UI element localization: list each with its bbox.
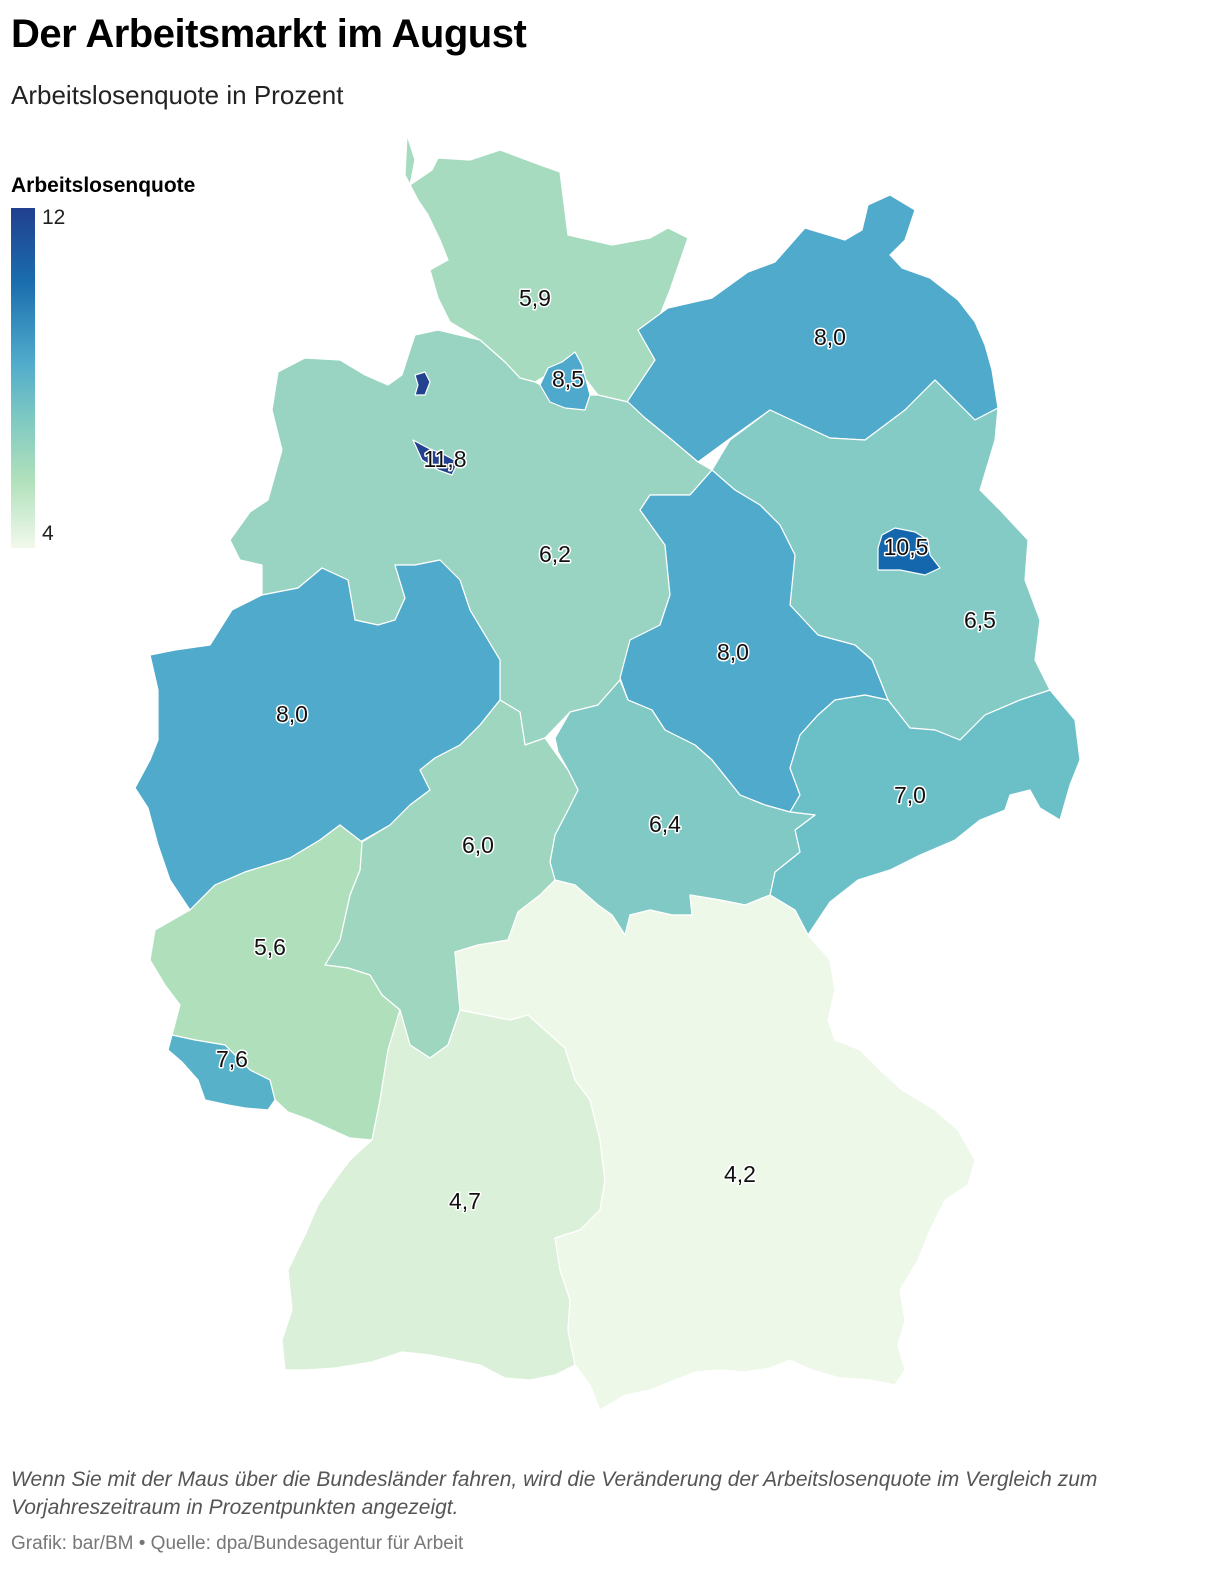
legend-title: Arbeitslosenquote (11, 174, 196, 197)
value-label: 6,5 (964, 607, 996, 633)
value-label: 6,4 (649, 811, 681, 837)
value-label: 8,0 (276, 701, 308, 727)
state-shape (539, 351, 591, 411)
value-label: 4,7 (449, 1188, 481, 1214)
value-label: 7,0 (894, 782, 926, 808)
value-label: 6,2 (539, 541, 571, 567)
region-mecklenburg-vorpommern[interactable]: 8,0 (624, 194, 999, 463)
value-label: 7,6 (216, 1046, 248, 1072)
germany-map: 5,9 8,0 6,2 8,5 11,8 6,5 10,5 8,0 8,0 (134, 134, 1081, 1411)
state-shape (769, 689, 1081, 936)
footnote: Wenn Sie mit der Maus über die Bundeslän… (11, 1468, 1098, 1519)
value-label: 5,9 (519, 285, 551, 311)
region-berlin[interactable]: 10,5 (877, 527, 941, 576)
source-credit: Grafik: bar/BM • Quelle: dpa/Bundesagent… (11, 1533, 464, 1554)
state-shape-bremerhaven (414, 371, 431, 396)
legend-color-bar (11, 208, 35, 548)
region-hamburg[interactable]: 8,5 (539, 351, 591, 411)
legend-max-label: 12 (42, 206, 66, 229)
region-bayern[interactable]: 4,2 (454, 879, 976, 1411)
legend-min-label: 4 (42, 522, 54, 545)
state-shape (454, 879, 976, 1411)
region-schleswig-holstein[interactable]: 5,9 (404, 134, 689, 403)
chart-subtitle: Arbeitslosenquote in Prozent (11, 80, 344, 110)
region-nordrhein-westfalen[interactable]: 8,0 (134, 559, 501, 911)
chart-title: Der Arbeitsmarkt im August (11, 12, 527, 56)
value-label: 8,5 (552, 366, 584, 392)
state-shape (877, 527, 941, 576)
value-label: 6,0 (462, 832, 494, 858)
state-shape (624, 194, 999, 463)
value-label: 8,0 (717, 639, 749, 665)
value-label: 10,5 (884, 534, 929, 560)
value-label: 5,6 (254, 934, 286, 960)
value-label: 11,8 (423, 446, 466, 472)
region-sachsen[interactable]: 7,0 (769, 689, 1081, 936)
value-label: 4,2 (724, 1161, 756, 1187)
value-label: 8,0 (814, 324, 846, 350)
state-shape (167, 1034, 276, 1111)
state-shape (412, 439, 459, 476)
region-saarland[interactable]: 7,6 (167, 1034, 276, 1111)
region-bremen[interactable]: 11,8 (412, 371, 468, 476)
